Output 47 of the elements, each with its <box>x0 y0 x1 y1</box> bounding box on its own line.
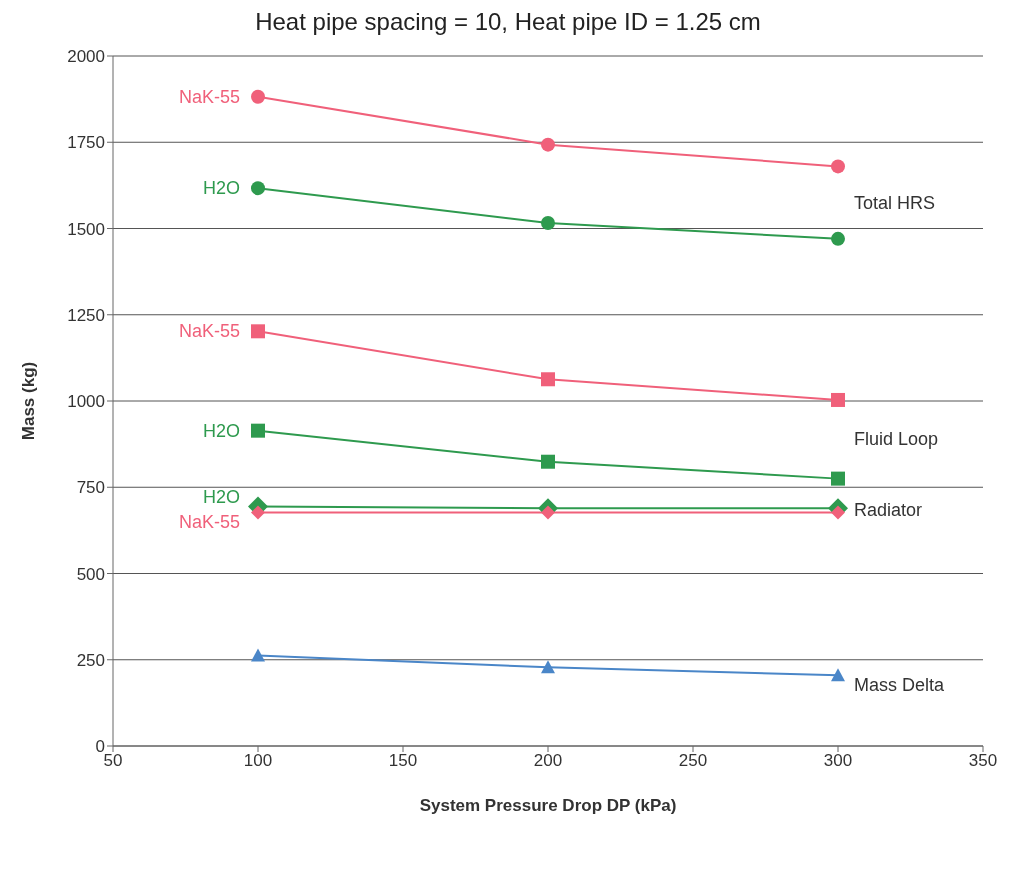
point <box>251 423 265 438</box>
point <box>251 505 265 520</box>
annotation: Radiator <box>854 500 923 521</box>
y-tick-label: 1250 <box>67 305 105 325</box>
series-label: NaK-55 <box>178 512 240 533</box>
chart-title: Heat pipe spacing = 10, Heat pipe ID = 1.25 cm <box>254 8 762 36</box>
y-axis-title: Mass (kg) <box>19 361 39 441</box>
series-label: H2O <box>202 178 240 199</box>
series-label: H2O <box>202 486 240 507</box>
point <box>541 660 555 674</box>
point <box>831 668 845 682</box>
x-tick-label: 150 <box>388 751 418 771</box>
x-tick-label: 100 <box>243 751 273 771</box>
x-tick-label: 350 <box>968 751 998 771</box>
y-tick-label: 500 <box>76 564 105 584</box>
point <box>541 137 555 152</box>
series-label: H2O <box>202 420 240 441</box>
y-tick-label: 2000 <box>67 47 105 67</box>
point <box>251 324 265 339</box>
x-tick-label: 250 <box>678 751 708 771</box>
point <box>831 159 845 174</box>
point <box>251 648 265 662</box>
point <box>831 505 845 520</box>
x-tick-label: 200 <box>533 751 563 771</box>
x-tick-label: 300 <box>823 751 853 771</box>
series-label: NaK-55 <box>178 86 240 107</box>
point <box>251 89 265 104</box>
point <box>831 471 845 486</box>
point <box>831 392 845 407</box>
x-tick-label: 50 <box>103 751 123 771</box>
point <box>541 505 555 520</box>
point <box>251 181 265 196</box>
point <box>541 454 555 469</box>
y-tick-label: 1750 <box>67 133 105 153</box>
series-label: NaK-55 <box>178 321 240 342</box>
y-tick-label: 1000 <box>67 392 105 412</box>
point <box>831 231 845 246</box>
annotation: Fluid Loop <box>854 429 939 450</box>
point <box>541 215 555 230</box>
annotation: Mass Delta <box>854 675 946 696</box>
y-tick-label: 750 <box>76 478 105 498</box>
x-axis-title: System Pressure Drop DP (kPa) <box>419 796 677 815</box>
annotation: Total HRS <box>854 192 936 213</box>
y-tick-label: 0 <box>95 737 105 757</box>
y-tick-label: 250 <box>76 650 105 670</box>
y-tick-label: 1500 <box>67 219 105 239</box>
point <box>541 372 555 387</box>
